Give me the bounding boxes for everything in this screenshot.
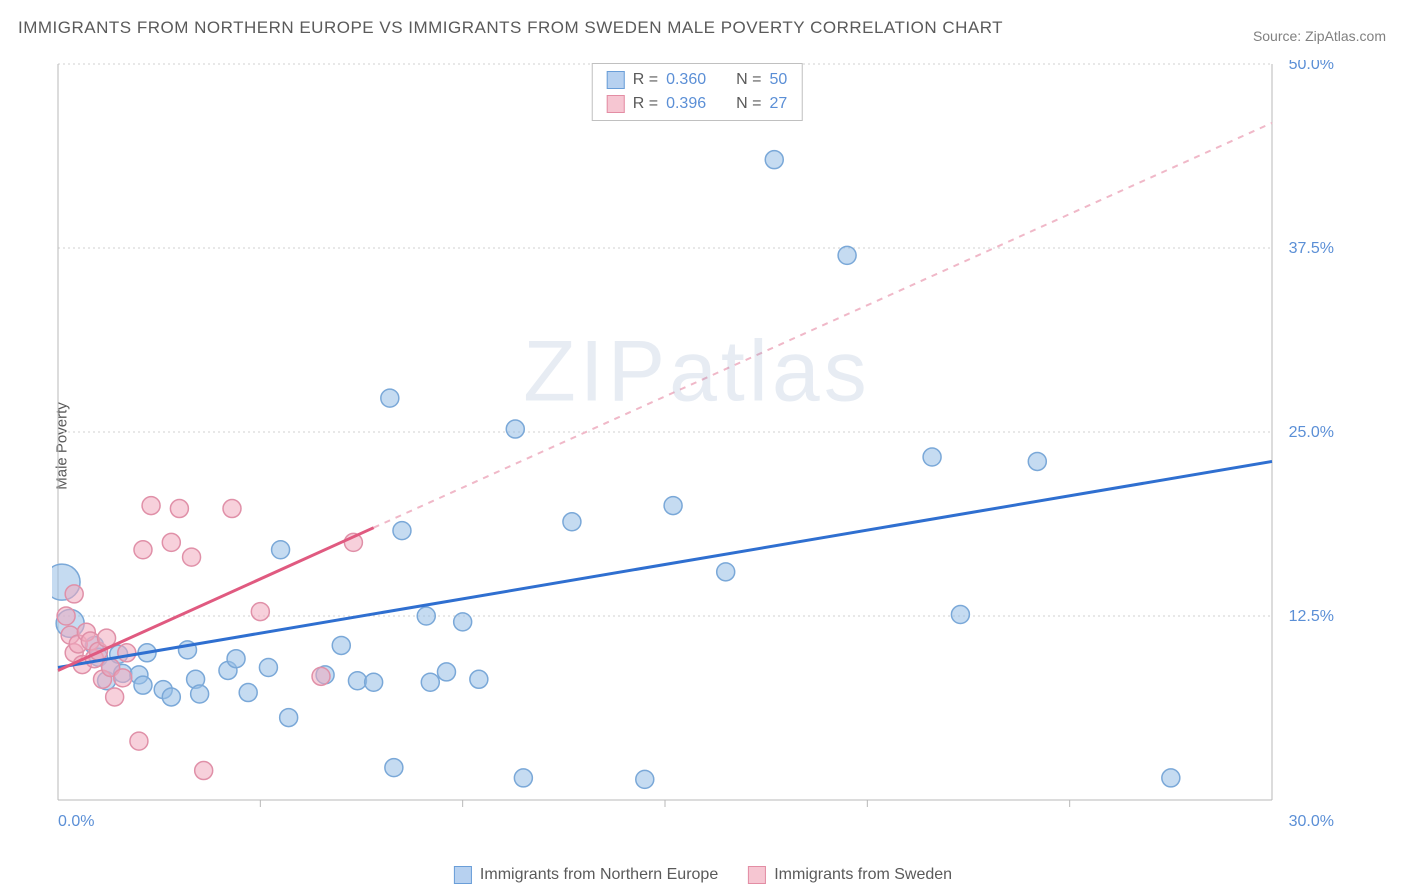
series-legend: Immigrants from Northern Europe Immigrant… <box>454 866 952 884</box>
series-legend-item: Immigrants from Northern Europe <box>454 866 718 884</box>
series-legend-label: Immigrants from Sweden <box>774 866 952 884</box>
stats-legend: R = 0.360 N = 50 R = 0.396 N = 27 <box>592 63 803 121</box>
n-label: N = <box>736 68 761 92</box>
n-label: N = <box>736 92 761 116</box>
scatter-svg: 12.5% 25.0% 37.5% 50.0% 0.0% 30.0% <box>52 60 1342 840</box>
stats-legend-row: R = 0.360 N = 50 <box>607 68 788 92</box>
n-value: 27 <box>769 92 787 116</box>
svg-text:25.0%: 25.0% <box>1289 424 1334 441</box>
svg-text:37.5%: 37.5% <box>1289 240 1334 257</box>
r-value: 0.396 <box>666 92 706 116</box>
series-legend-label: Immigrants from Northern Europe <box>480 866 718 884</box>
series-legend-item: Immigrants from Sweden <box>748 866 952 884</box>
r-label: R = <box>633 92 658 116</box>
legend-swatch <box>454 866 472 884</box>
legend-swatch <box>748 866 766 884</box>
n-value: 50 <box>769 68 787 92</box>
svg-text:50.0%: 50.0% <box>1289 60 1334 73</box>
legend-swatch <box>607 95 625 113</box>
r-value: 0.360 <box>666 68 706 92</box>
chart-container: IMMIGRANTS FROM NORTHERN EUROPE VS IMMIG… <box>0 0 1406 892</box>
plot-area: 12.5%25.0%37.5%50.0%0.0%30.0% ZIPatlas R… <box>52 60 1342 840</box>
svg-text:12.5%: 12.5% <box>1289 608 1334 625</box>
r-label: R = <box>633 68 658 92</box>
chart-title: IMMIGRANTS FROM NORTHERN EUROPE VS IMMIG… <box>18 18 1003 38</box>
legend-swatch <box>607 71 625 89</box>
svg-text:30.0%: 30.0% <box>1289 813 1334 830</box>
stats-legend-row: R = 0.396 N = 27 <box>607 92 788 116</box>
svg-text:0.0%: 0.0% <box>58 813 94 830</box>
source-label: Source: ZipAtlas.com <box>1253 28 1386 44</box>
